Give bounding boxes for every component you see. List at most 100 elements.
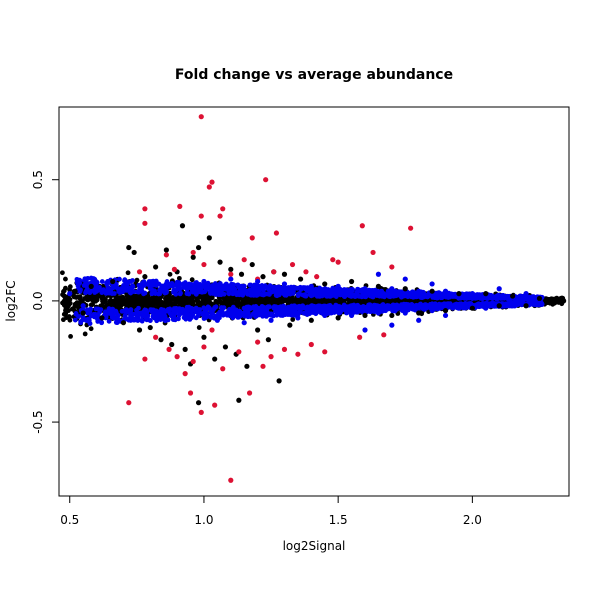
data-point <box>228 271 234 277</box>
data-point <box>189 281 195 287</box>
data-point <box>153 291 158 297</box>
data-point <box>187 315 194 321</box>
data-point <box>190 249 196 256</box>
data-point <box>201 344 207 350</box>
data-point <box>195 244 202 251</box>
data-point <box>142 307 148 313</box>
data-point <box>346 304 352 310</box>
data-point <box>297 276 304 282</box>
data-point <box>201 261 207 268</box>
data-point <box>307 291 313 297</box>
data-point <box>523 295 529 302</box>
data-point <box>408 225 414 231</box>
data-point <box>214 317 220 323</box>
data-point <box>370 303 376 309</box>
data-point <box>335 315 341 321</box>
data-point <box>289 303 295 309</box>
data-point <box>67 284 73 290</box>
data-point <box>146 296 152 301</box>
data-point <box>241 305 247 311</box>
data-point <box>172 289 178 295</box>
data-point <box>330 292 336 298</box>
data-point <box>192 289 198 295</box>
data-point <box>110 285 116 291</box>
data-point <box>308 317 314 323</box>
data-point <box>496 303 502 309</box>
data-point <box>59 270 65 276</box>
data-point <box>322 349 328 355</box>
data-point <box>510 293 516 299</box>
y-tick-label: 0.0 <box>31 291 45 310</box>
data-point <box>171 306 177 311</box>
data-point <box>206 184 212 190</box>
x-tick-label: 1.0 <box>194 513 213 527</box>
data-point <box>72 317 78 323</box>
data-point <box>201 282 207 288</box>
data-point <box>259 292 264 297</box>
data-point <box>156 301 162 306</box>
data-point <box>231 282 237 288</box>
data-point <box>174 296 179 301</box>
data-point <box>429 307 435 314</box>
data-point <box>109 291 115 296</box>
data-point <box>255 278 261 285</box>
data-point <box>297 284 303 290</box>
data-point <box>107 298 113 304</box>
data-point <box>389 304 395 310</box>
data-point <box>287 322 293 328</box>
data-point <box>344 287 349 293</box>
data-point <box>135 318 141 323</box>
data-point <box>255 339 261 345</box>
data-point <box>161 285 167 290</box>
data-point <box>189 277 195 283</box>
data-point <box>224 312 230 318</box>
data-point <box>125 297 131 302</box>
data-point <box>217 281 223 286</box>
data-point <box>350 293 356 299</box>
data-point <box>256 305 261 311</box>
data-point <box>536 300 543 306</box>
data-point <box>288 309 294 315</box>
data-point <box>271 304 277 309</box>
data-point <box>238 290 244 295</box>
data-point <box>188 306 193 312</box>
data-point <box>436 290 442 296</box>
data-point <box>230 287 235 292</box>
data-point <box>190 358 196 365</box>
data-point <box>339 290 345 296</box>
data-point <box>273 308 278 314</box>
data-point <box>195 300 201 306</box>
data-point <box>152 295 158 301</box>
data-point <box>489 295 495 301</box>
data-point <box>99 279 105 284</box>
data-point <box>100 293 106 299</box>
data-point <box>550 298 556 304</box>
data-point <box>71 294 77 300</box>
data-point <box>106 318 112 324</box>
data-point <box>304 288 310 294</box>
data-point <box>265 286 271 292</box>
data-point <box>302 293 308 299</box>
data-point <box>260 363 266 369</box>
data-point <box>225 303 231 308</box>
data-point <box>165 307 171 312</box>
data-point <box>129 314 134 320</box>
data-point <box>125 270 131 276</box>
data-point <box>263 305 269 311</box>
data-point <box>416 288 422 294</box>
data-point <box>445 295 451 300</box>
data-point <box>145 301 151 307</box>
data-point <box>216 299 222 305</box>
data-point <box>254 297 260 303</box>
data-point <box>63 276 68 282</box>
data-point <box>139 318 145 324</box>
data-point <box>89 297 95 303</box>
data-point <box>336 305 342 311</box>
data-point <box>248 282 254 288</box>
data-point <box>454 301 459 307</box>
data-point <box>183 285 189 291</box>
data-point <box>236 349 242 355</box>
data-point <box>177 203 183 209</box>
data-point <box>172 317 178 323</box>
data-point <box>88 313 94 319</box>
